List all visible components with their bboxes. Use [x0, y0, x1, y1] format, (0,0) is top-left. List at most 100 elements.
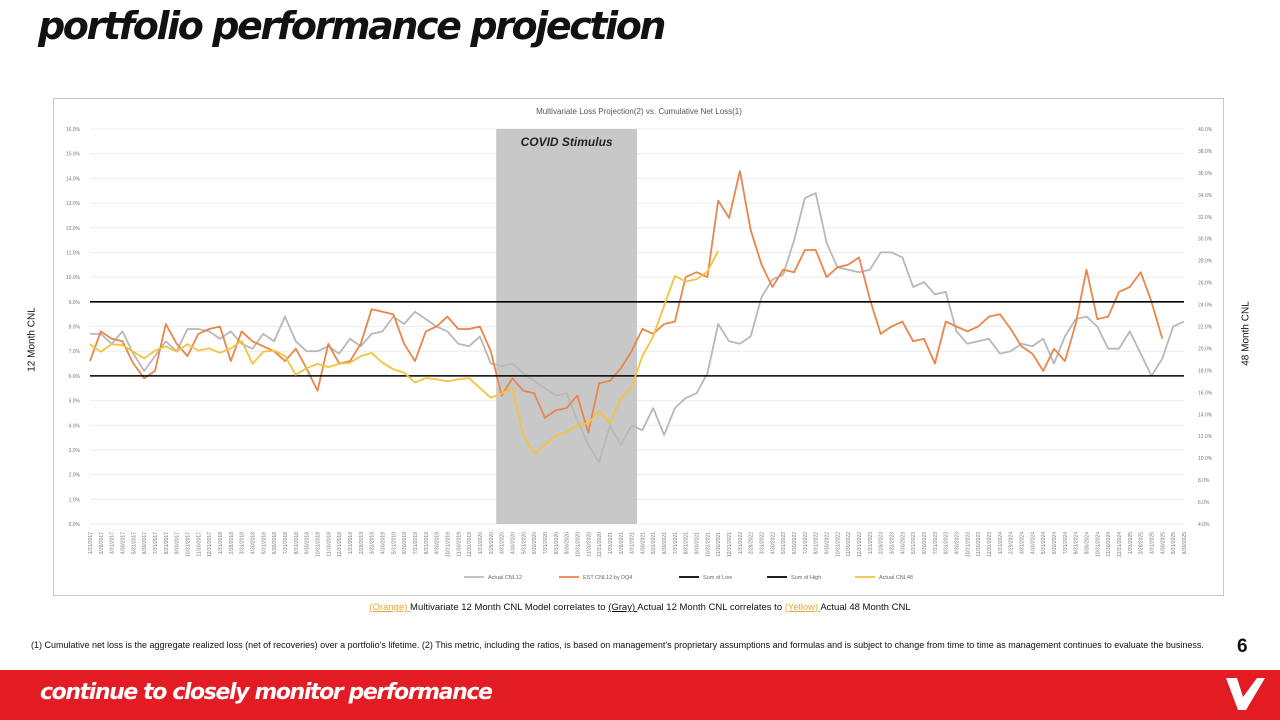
- x-tick-label: 8/31/2017: [164, 532, 170, 554]
- x-tick-label: 6/30/2019: [402, 532, 408, 554]
- x-tick-label: 8/31/2023: [944, 532, 950, 554]
- x-tick-label: 9/30/2019: [435, 532, 441, 554]
- x-tick-label: 2/28/2018: [229, 532, 235, 554]
- x-tick-label: 4/30/2018: [250, 532, 256, 554]
- y-right-tick-label: 16.0%: [1198, 390, 1213, 396]
- x-tick-label: 3/31/2021: [630, 532, 636, 554]
- series-line-est-cnl12-by-dq4: [89, 170, 1164, 434]
- x-tick-label: 7/31/2022: [803, 532, 809, 554]
- orange-key: (Orange): [369, 602, 411, 613]
- x-tick-label: 6/30/2020: [532, 532, 538, 554]
- x-tick-label: 10/31/2023: [965, 532, 971, 557]
- footnote: (1) Cumulative net loss is the aggregate…: [31, 640, 1204, 650]
- note-part-1: Multivariate 12 Month CNL Model correlat…: [410, 602, 609, 613]
- x-tick-label: 9/30/2021: [695, 532, 701, 554]
- x-tick-label: 6/30/2018: [272, 532, 278, 554]
- x-tick-label: 3/31/2024: [1020, 532, 1026, 554]
- gray-key: (Gray): [608, 602, 638, 613]
- x-tick-label: 10/31/2017: [185, 532, 191, 557]
- x-tick-label: 4/30/2022: [770, 532, 776, 554]
- x-tick-label: 12/31/2019: [467, 532, 473, 557]
- x-tick-label: 11/30/2021: [716, 532, 722, 557]
- x-tick-label: 12/31/2018: [337, 532, 343, 557]
- y-right-tick-label: 10.0%: [1198, 456, 1213, 462]
- y-right-tick-label: 38.0%: [1198, 149, 1213, 155]
- x-tick-label: 9/30/2022: [825, 532, 831, 554]
- legend-entry: Actual CNL12: [488, 575, 522, 581]
- x-tick-label: 4/30/2023: [900, 532, 906, 554]
- x-tick-label: 7/31/2021: [673, 532, 679, 554]
- x-tick-label: 4/30/2021: [640, 532, 646, 554]
- x-tick-label: 12/31/2020: [597, 532, 603, 557]
- x-tick-label: 6/30/2025: [1182, 532, 1188, 554]
- covid-annotation: COVID Stimulus: [521, 135, 613, 149]
- x-tick-label: 8/31/2021: [684, 532, 690, 554]
- x-tick-label: 5/31/2024: [1041, 532, 1047, 554]
- x-tick-label: 9/30/2018: [305, 532, 311, 554]
- x-tick-label: 9/30/2020: [565, 532, 571, 554]
- y-right-tick-label: 4.0%: [1198, 522, 1210, 528]
- x-tick-label: 2/28/2022: [749, 532, 755, 554]
- y-right-tick-label: 34.0%: [1198, 193, 1213, 199]
- y-right-tick-label: 18.0%: [1198, 368, 1213, 374]
- x-tick-label: 3/31/2018: [240, 532, 246, 554]
- x-tick-label: 12/31/2021: [727, 532, 733, 557]
- y-right-tick-label: 32.0%: [1198, 215, 1213, 221]
- y-left-tick-label: 11.0%: [66, 250, 80, 256]
- y-left-tick-label: 4.0%: [69, 423, 81, 429]
- right-axis-label: 48 Month CNL: [1240, 301, 1252, 366]
- y-right-tick-label: 30.0%: [1198, 237, 1213, 243]
- x-tick-label: 7/31/2019: [413, 532, 419, 554]
- y-right-tick-label: 12.0%: [1198, 434, 1213, 440]
- x-tick-label: 1/31/2022: [738, 532, 744, 554]
- legend-entry: Sum of Low: [703, 575, 732, 581]
- x-tick-label: 5/31/2020: [521, 532, 527, 554]
- chart-frame: Multivariate Loss Projection(2) vs. Cumu…: [53, 98, 1224, 596]
- x-tick-label: 5/31/2019: [391, 532, 397, 554]
- x-tick-label: 11/30/2020: [586, 532, 592, 557]
- y-left-tick-label: 1.0%: [69, 497, 81, 503]
- covid-stimulus-band: [496, 129, 637, 524]
- x-tick-label: 1/31/2021: [608, 532, 614, 554]
- x-tick-label: 11/30/2023: [976, 532, 982, 557]
- x-tick-label: 8/31/2019: [424, 532, 430, 554]
- y-right-tick-label: 26.0%: [1198, 281, 1213, 287]
- x-tick-label: 9/30/2017: [175, 532, 181, 554]
- x-tick-label: 4/30/2020: [510, 532, 516, 554]
- x-tick-label: 11/30/2018: [326, 532, 332, 557]
- x-tick-label: 7/31/2017: [153, 532, 159, 554]
- x-tick-label: 8/31/2022: [814, 532, 820, 554]
- x-tick-label: 1/31/2025: [1128, 532, 1134, 554]
- loss-projection-chart: Multivariate Loss Projection(2) vs. Cumu…: [66, 107, 1213, 581]
- x-tick-label: 1/31/2024: [998, 532, 1004, 554]
- x-tick-label: 2/29/2024: [1009, 532, 1015, 554]
- x-tick-label: 10/31/2022: [835, 532, 841, 557]
- page-title: portfolio performance projection: [38, 4, 666, 48]
- x-tick-label: 2/29/2020: [489, 532, 495, 554]
- x-tick-label: 2/28/2023: [879, 532, 885, 554]
- y-right-tick-label: 24.0%: [1198, 303, 1213, 309]
- y-left-tick-label: 9.0%: [69, 300, 81, 306]
- x-tick-label: 11/30/2017: [196, 532, 202, 557]
- x-tick-label: 11/30/2019: [456, 532, 462, 557]
- y-right-tick-label: 36.0%: [1198, 171, 1213, 177]
- y-left-tick-label: 13.0%: [66, 201, 81, 207]
- x-tick-label: 2/28/2019: [359, 532, 365, 554]
- x-tick-label: 10/31/2024: [1095, 532, 1101, 557]
- series-correlation-note: (Orange) Multivariate 12 Month CNL Model…: [0, 602, 1280, 613]
- x-tick-label: 1/31/2017: [88, 532, 94, 554]
- x-tick-label: 6/30/2017: [142, 532, 148, 554]
- x-tick-label: 5/31/2017: [131, 532, 137, 554]
- x-tick-label: 3/31/2022: [760, 532, 766, 554]
- x-tick-label: 2/28/2025: [1139, 532, 1145, 554]
- note-part-3: Actual 48 Month CNL: [820, 602, 911, 613]
- x-tick-label: 1/31/2018: [218, 532, 224, 554]
- y-left-tick-label: 7.0%: [69, 349, 81, 355]
- x-tick-label: 8/31/2018: [294, 532, 300, 554]
- y-left-tick-label: 6.0%: [69, 374, 81, 380]
- y-right-tick-label: 40.0%: [1198, 127, 1213, 133]
- x-tick-label: 1/31/2023: [868, 532, 874, 554]
- x-tick-label: 4/30/2024: [1030, 532, 1036, 554]
- x-tick-label: 5/31/2023: [911, 532, 917, 554]
- x-tick-label: 8/31/2024: [1074, 532, 1080, 554]
